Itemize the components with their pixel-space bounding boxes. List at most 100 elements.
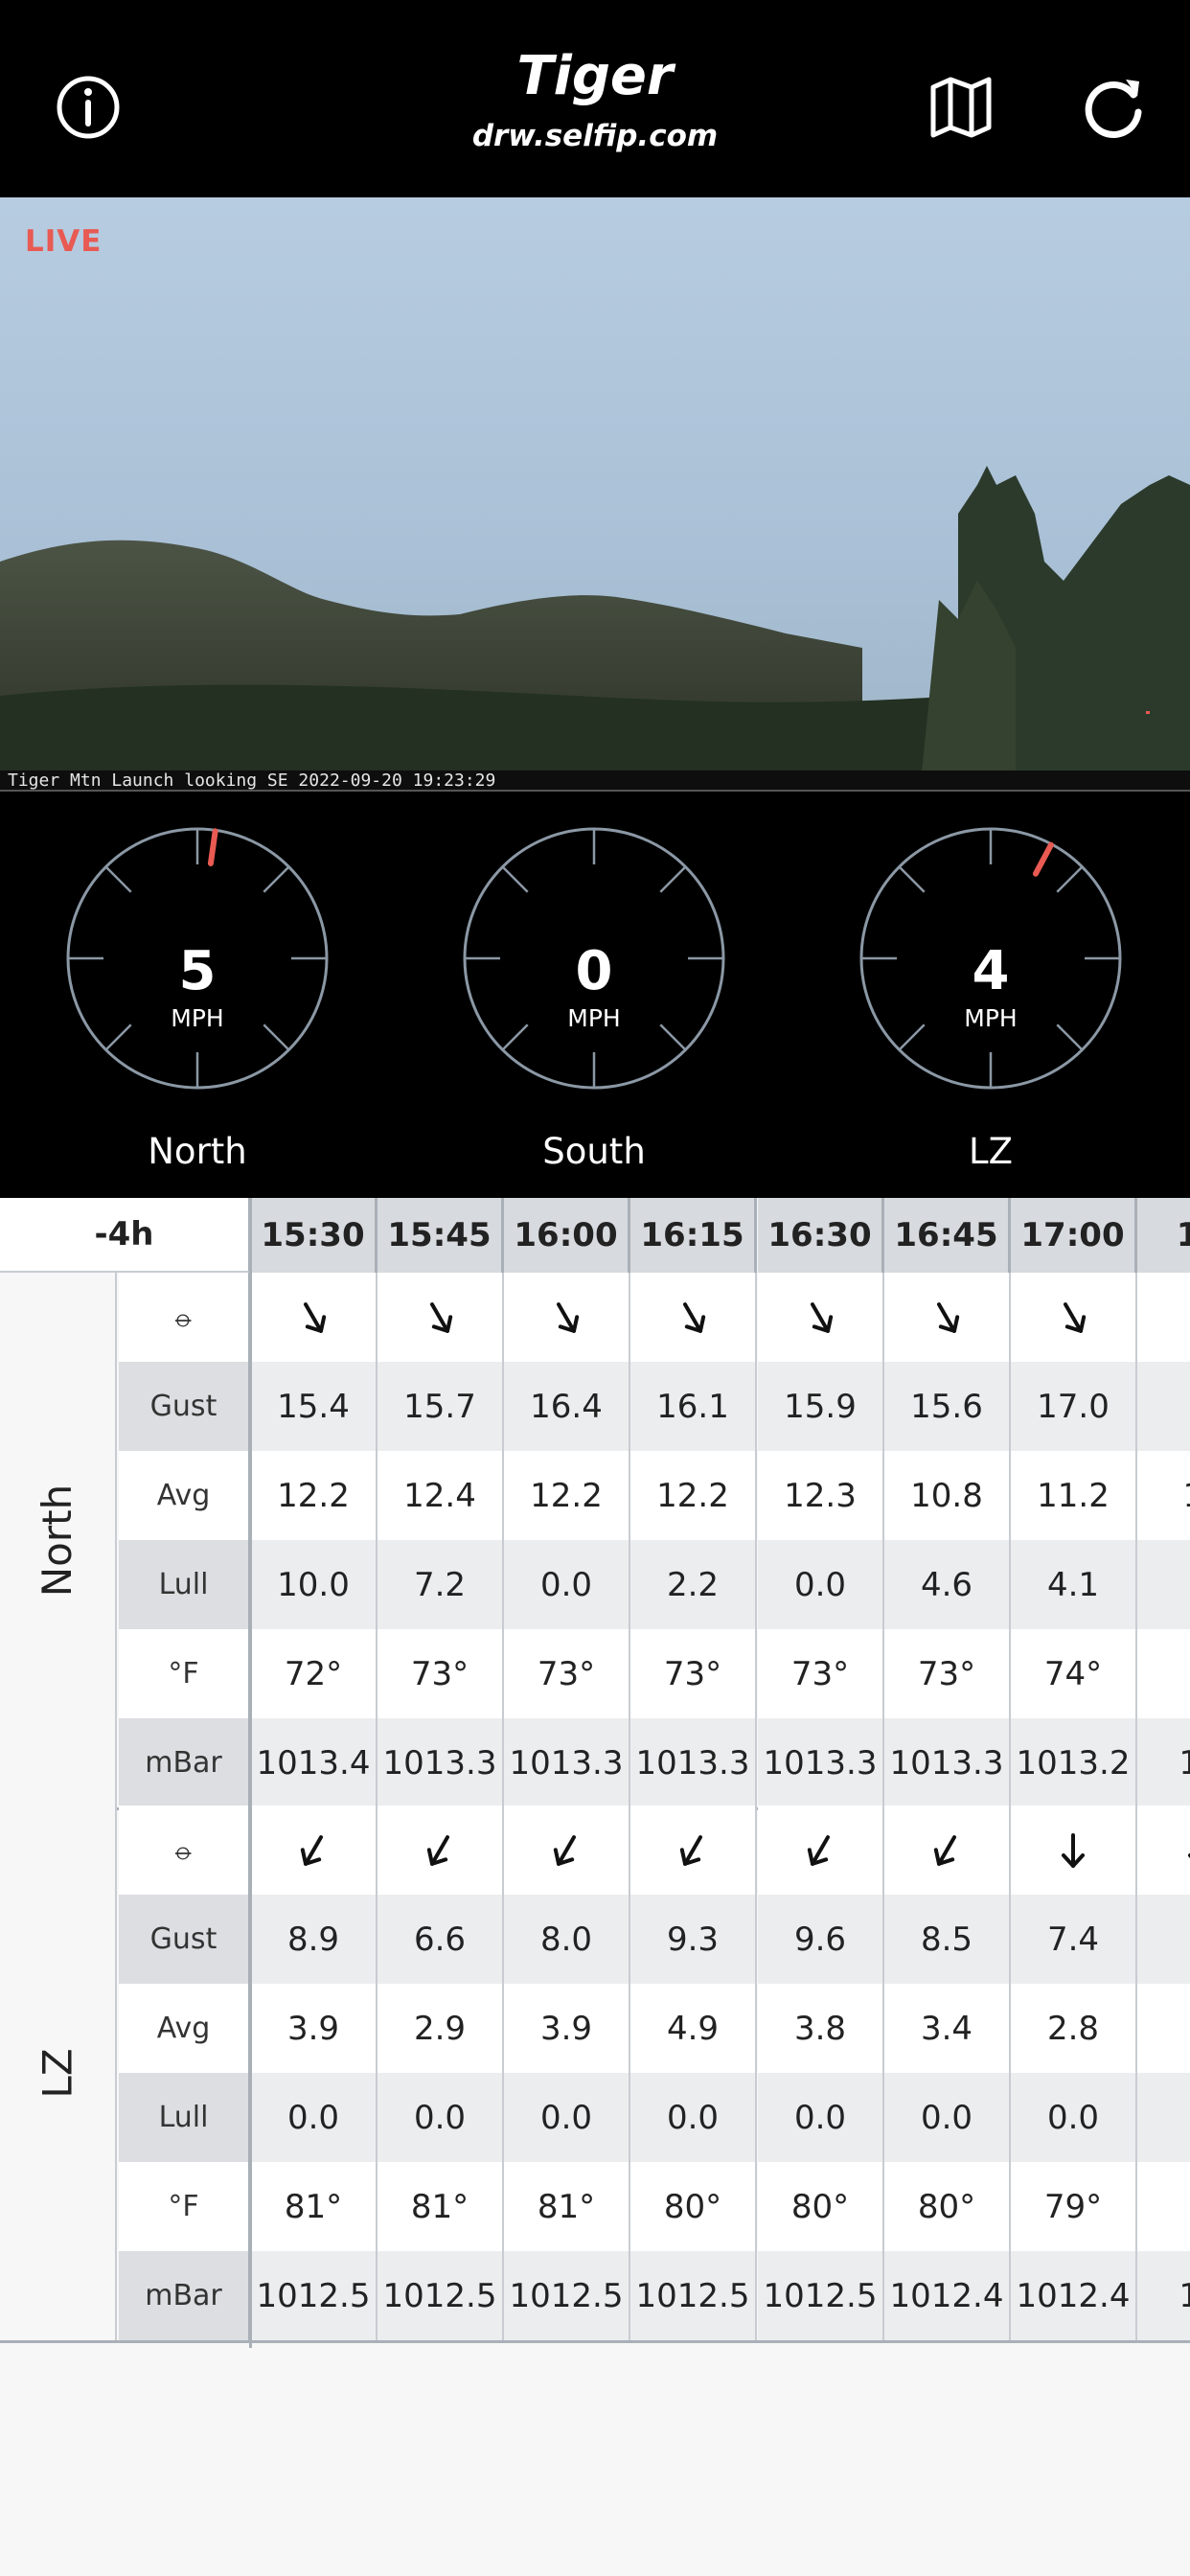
station-name: LZ xyxy=(34,2047,81,2099)
gauge-tick xyxy=(263,865,290,893)
wind-arrow-icon xyxy=(1062,1832,1085,1868)
app-subtitle: drw.selfip.com xyxy=(471,119,719,153)
data-cell: 17.0 xyxy=(1011,1362,1137,1451)
data-cell: 0.0 xyxy=(758,1540,884,1629)
wind-arrow-icon xyxy=(937,1301,960,1333)
wind-direction-pointer xyxy=(1032,841,1054,877)
wind-direction-cell xyxy=(1137,1273,1190,1362)
time-column-header[interactable]: 16:30 xyxy=(758,1198,884,1273)
row-label: ⦵ xyxy=(119,1806,251,1895)
wind-direction-cell xyxy=(378,1806,504,1895)
station-group-label: North xyxy=(0,1273,117,1807)
info-button[interactable] xyxy=(40,59,136,155)
table-row: mBar 1013.4 1013.3 1013.3 1013.3 1013.3 1013.3… xyxy=(117,1718,1190,1807)
wind-direction-cell xyxy=(630,1273,757,1362)
gauge-lz[interactable]: 4 MPH LZ xyxy=(847,826,1134,1172)
data-cell: 1013.3 xyxy=(504,1718,630,1807)
table-row: mBar 1012.5 1012.5 1012.5 1012.5 1012.5 1012.4… xyxy=(117,2251,1190,2340)
data-cell: 10.0 xyxy=(251,1540,378,1629)
time-column-header[interactable]: 15:30 xyxy=(251,1198,378,1273)
data-cell: 7 xyxy=(1137,1629,1190,1718)
wind-arrow-icon xyxy=(553,1834,576,1866)
data-cell: 73° xyxy=(884,1629,1011,1718)
data-cell: 4.1 xyxy=(1011,1540,1137,1629)
data-cell: 1013.3 xyxy=(630,1718,757,1807)
data-cell: 2.9 xyxy=(378,1984,504,2073)
data-cell: 10.8 xyxy=(884,1451,1011,1540)
data-cell: 1012.5 xyxy=(378,2251,504,2340)
data-cell: 2.2 xyxy=(630,1540,757,1629)
gauge-speed: 5 xyxy=(178,940,217,1002)
time-column-header[interactable]: 17:00 xyxy=(1011,1198,1137,1273)
row-label: Gust xyxy=(119,1895,251,1984)
wind-direction-cell xyxy=(758,1806,884,1895)
data-cell: 15.4 xyxy=(251,1362,378,1451)
observations-table[interactable]: -4h15:3015:4516:0016:1516:3016:4517:0017… xyxy=(0,1198,1190,2348)
wind-direction-cell xyxy=(251,1806,378,1895)
wind-direction-cell xyxy=(1011,1806,1137,1895)
data-cell: 1 xyxy=(1137,1362,1190,1451)
gauge-tick xyxy=(1056,865,1084,893)
data-cell: 80° xyxy=(884,2162,1011,2251)
wind-arrow-icon xyxy=(1179,1297,1190,1339)
app-title: Tiger xyxy=(516,45,674,107)
data-cell: 0.0 xyxy=(758,2073,884,2162)
gauge-south[interactable]: 0 MPH South xyxy=(450,826,738,1172)
wind-direction-cell xyxy=(504,1273,630,1362)
wind-direction-cell xyxy=(251,1273,378,1362)
data-cell: 81° xyxy=(251,2162,378,2251)
row-label: ⦵ xyxy=(119,1273,251,1362)
data-cell: 15.9 xyxy=(758,1362,884,1451)
gauge-dial xyxy=(859,827,1122,1090)
row-label: Lull xyxy=(119,2073,251,2162)
time-column-header[interactable]: 17 xyxy=(1137,1198,1190,1273)
time-column-header[interactable]: 16:45 xyxy=(884,1198,1011,1273)
data-cell: 8.5 xyxy=(884,1895,1011,1984)
gauge-speed: 4 xyxy=(972,940,1010,1002)
data-cell: 16.4 xyxy=(504,1362,630,1451)
data-cell: 3.8 xyxy=(758,1984,884,2073)
row-label: Avg xyxy=(119,1984,251,2073)
wind-arrow-icon xyxy=(1188,1852,1190,1858)
webcam-caption: Tiger Mtn Launch looking SE 2022-09-20 1… xyxy=(0,770,1190,792)
gauge-station-name: LZ xyxy=(969,1131,1013,1172)
data-cell: 10 xyxy=(1137,2251,1190,2340)
gauge-north[interactable]: 5 MPH North xyxy=(54,826,341,1172)
data-cell: 0.0 xyxy=(504,1540,630,1629)
group-divider xyxy=(0,2340,1190,2343)
map-button[interactable] xyxy=(913,59,1009,155)
data-cell: 1012.4 xyxy=(884,2251,1011,2340)
wind-arrow-icon xyxy=(1064,1301,1087,1333)
time-column-header[interactable]: 16:00 xyxy=(504,1198,630,1273)
info-icon xyxy=(57,76,120,139)
data-cell: 3 xyxy=(1137,1540,1190,1629)
data-cell: 1013.3 xyxy=(758,1718,884,1807)
refresh-button[interactable] xyxy=(1065,59,1161,155)
table-row: °F81°81°81°80°80°80°79°7 xyxy=(117,2162,1190,2251)
webcam-image[interactable]: LIVE Tiger Mtn Launch looking SE 2022-09… xyxy=(0,197,1190,792)
data-cell: 1012.5 xyxy=(504,2251,630,2340)
time-column-header[interactable]: 15:45 xyxy=(378,1198,504,1273)
row-label: Avg xyxy=(119,1451,251,1540)
table-row: ⦵ xyxy=(117,1806,1190,1895)
time-column-header[interactable]: 16:15 xyxy=(630,1198,757,1273)
data-cell: 9.6 xyxy=(758,1895,884,1984)
data-cell: 7.4 xyxy=(1011,1895,1137,1984)
wind-arrow-icon xyxy=(679,1834,702,1866)
time-offset-selector[interactable]: -4h xyxy=(0,1198,251,1273)
data-cell: 3.4 xyxy=(884,1984,1011,2073)
gauge-tick xyxy=(898,865,926,893)
gauge-tick xyxy=(1056,1024,1084,1051)
data-cell: 80° xyxy=(630,2162,757,2251)
data-cell: 1012.5 xyxy=(630,2251,757,2340)
row-label: °F xyxy=(119,2162,251,2251)
data-cell: 12.2 xyxy=(251,1451,378,1540)
data-cell: 2.8 xyxy=(1011,1984,1137,2073)
wind-direction-pointer xyxy=(207,828,218,866)
data-cell: 12.2 xyxy=(504,1451,630,1540)
wind-arrow-icon xyxy=(683,1301,706,1333)
wind-arrow-icon xyxy=(426,1834,449,1866)
data-cell: 8.9 xyxy=(251,1895,378,1984)
gauge-unit: MPH xyxy=(964,1004,1018,1032)
